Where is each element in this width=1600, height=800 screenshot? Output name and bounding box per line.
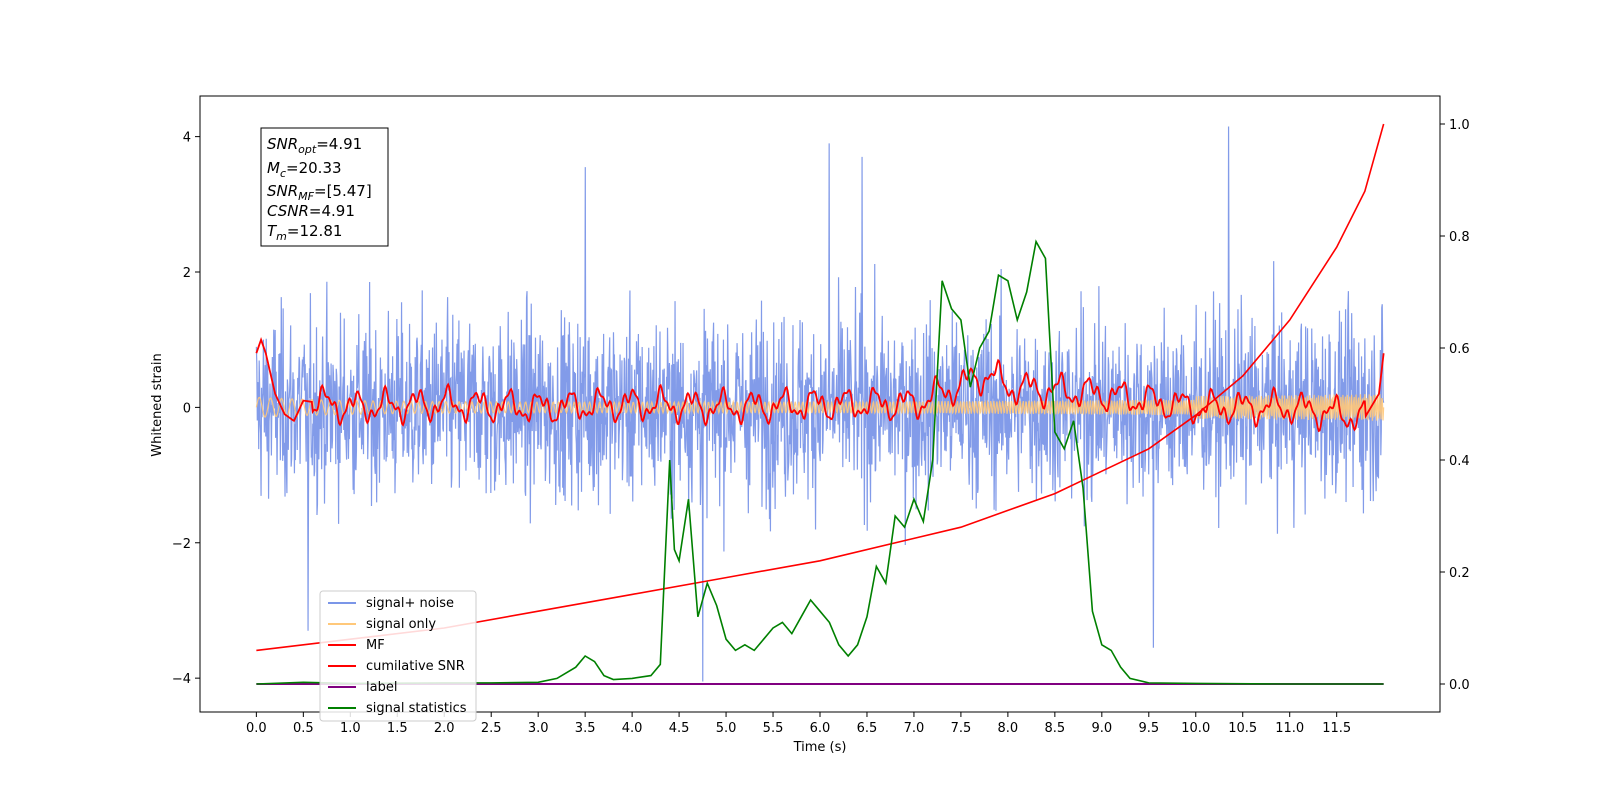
x-tick-label: 2.0 [434,721,455,736]
y-tick-label: 2 [183,266,191,281]
x-tick-label: 6.5 [857,721,878,736]
legend-label: signal statistics [366,701,467,716]
x-tick-label: 10.5 [1228,721,1257,736]
legend-label: cumilative SNR [366,659,465,674]
x-tick-label: 9.0 [1091,721,1112,736]
x-tick-label: 7.5 [951,721,972,736]
y2-tick-label: 0.6 [1449,342,1470,357]
legend-label: MF [366,638,385,653]
legend-label: signal+ noise [366,596,454,611]
x-tick-label: 5.5 [763,721,784,736]
x-tick-label: 8.0 [998,721,1019,736]
x-axis-label: Time (s) [793,740,847,755]
mc-annotation: Mc=20.33 [267,159,342,180]
x-tick-label: 4.0 [622,721,643,736]
x-tick-label: 5.0 [716,721,737,736]
y-tick-label: −2 [172,537,191,552]
x-tick-label: 8.5 [1045,721,1066,736]
y2-tick-label: 0.4 [1449,454,1470,469]
annotation-box: SNRopt=4.91 Mc=20.33 SNRMF=[5.47] CSNR=4… [261,128,388,246]
x-tick-label: 1.5 [387,721,408,736]
y2-tick-label: 1.0 [1449,118,1470,133]
x-tick-label: 10.0 [1181,721,1210,736]
y2-tick-label: 0.2 [1449,566,1470,581]
legend: signal+ noise signal only MF cumilative SNR… [320,591,476,721]
x-tick-label: 7.0 [904,721,925,736]
x-tick-label: 4.5 [669,721,690,736]
y-tick-label: −4 [172,672,191,687]
y-axis-label: Whitened strain [150,353,165,456]
csnr-annotation: CSNR=4.91 [267,202,355,220]
x-tick-label: 11.0 [1275,721,1304,736]
y-tick-label: 4 [183,131,191,146]
legend-label: signal only [366,617,436,632]
x-tick-label: 11.5 [1322,721,1351,736]
y2-tick-label: 0.8 [1449,230,1470,245]
x-tick-label: 9.5 [1138,721,1159,736]
x-tick-label: 3.0 [528,721,549,736]
x-tick-label: 6.0 [810,721,831,736]
x-tick-label: 3.5 [575,721,596,736]
snr-mf-annotation: SNRMF=[5.47] [267,182,372,203]
x-tick-label: 2.5 [481,721,502,736]
x-tick-label: 1.0 [340,721,361,736]
legend-label: label [366,680,397,695]
y2-tick-label: 0.0 [1449,678,1470,693]
y-tick-label: 0 [183,401,191,416]
x-tick-label: 0.5 [293,721,314,736]
x-tick-label: 0.0 [246,721,267,736]
